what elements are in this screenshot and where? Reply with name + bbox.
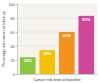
data-labels: 24% 34% 60% 83% [24,17,91,63]
y-tick-mark [16,46,18,47]
y-tick-label: 100 [9,3,15,7]
y-tick-label: 80 [11,17,15,21]
y-tick-mark [16,4,18,5]
plot-background [17,4,97,74]
bar [78,16,94,74]
x-axis-line [18,74,98,75]
y-tick: 100 [9,3,18,7]
data-label: 34% [43,51,51,56]
x-axis-title: Cancer risk level at baseline [33,78,80,82]
y-tick-mark [16,32,18,33]
bars [20,16,94,74]
grid [17,4,97,74]
y-axis-line [16,5,18,75]
data-label: 24% [24,58,32,63]
bar [59,32,75,74]
grid-line [17,4,97,5]
y-tick: 80 [11,17,18,21]
y-tick: 40 [11,45,18,49]
y-tick-label: 20 [11,59,15,63]
plot: 0 20 40 60 80 100 24% 34% 60% 83% [9,3,98,77]
y-tick: 0 [13,73,18,77]
y-tick-mark [16,74,18,75]
y-tick-mark [16,60,18,61]
y-tick-label: 0 [13,73,15,77]
y-axis-title: Percentage with cancer at follow-up [2,11,6,66]
y-tick-label: 60 [11,31,15,35]
x-axis [18,74,98,76]
y-axis: 0 20 40 60 80 100 [9,3,18,77]
bar [39,50,55,74]
y-tick: 60 [11,31,18,35]
data-label: 83% [82,17,90,22]
y-tick: 20 [11,59,18,63]
data-label: 60% [63,33,71,38]
bar [20,57,36,74]
y-tick-mark [16,18,18,19]
chart: 0 20 40 60 80 100 24% 34% 60% 83% Cancer risk leve… [0,0,100,83]
y-tick-label: 40 [11,45,15,49]
